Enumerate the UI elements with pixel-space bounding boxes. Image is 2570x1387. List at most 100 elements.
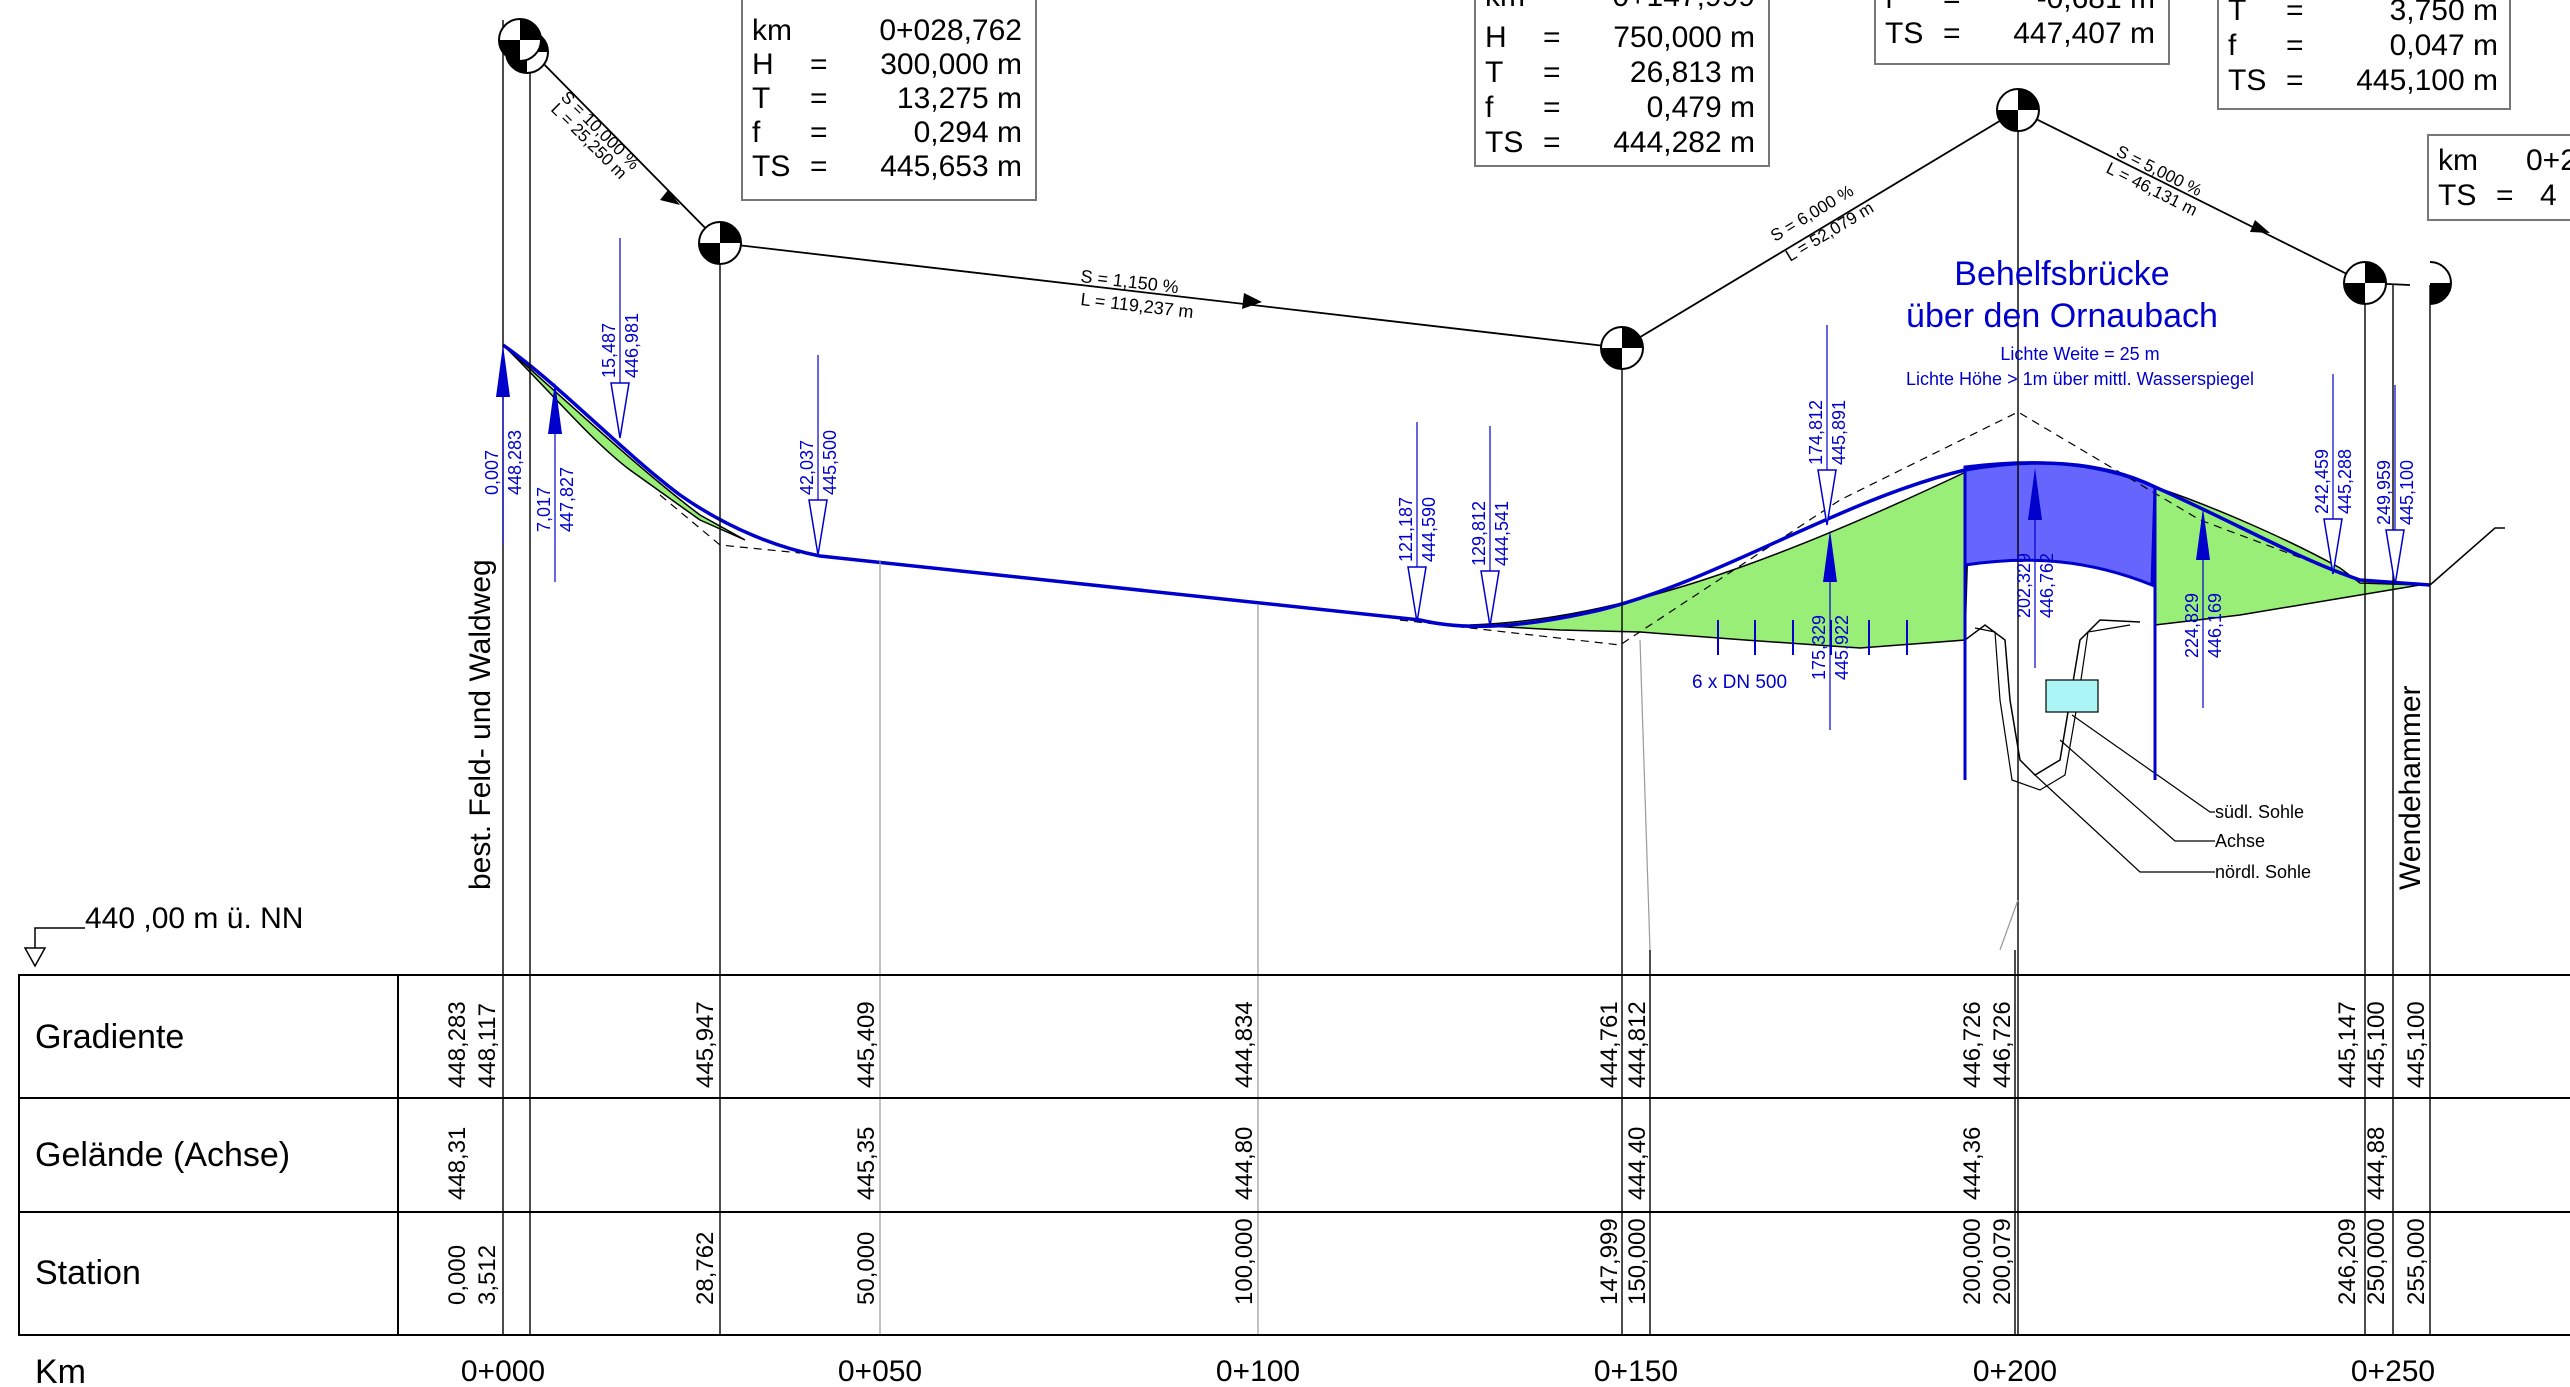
elevation-marker: 175,329 445,922 (1809, 530, 1852, 730)
elevation-marker: 249,959 445,100 (2374, 385, 2417, 586)
pipes-dn500 (1717, 620, 1908, 655)
bridge-detail-1: Lichte Weite = 25 m (2000, 344, 2159, 364)
pvi-marker (1600, 326, 1644, 370)
axis-tick-label: 0+200 (1973, 1355, 2057, 1387)
marker-station: 175,329 (1809, 615, 1829, 680)
svg-text:0,479 m: 0,479 m (1647, 91, 1755, 124)
curve-box-4: T = 3,750 m f = 0,047 m TS = 445,100 m (2217, 0, 2511, 110)
station-value: 200,079 (1989, 1218, 2016, 1305)
pipes-label: 6 x DN 500 (1692, 672, 1787, 693)
gelaende-value: 444,88 (2363, 1127, 2390, 1200)
marker-station: 15,487 (599, 323, 619, 378)
gradiente-value: 445,409 (853, 1001, 880, 1088)
gradiente-value: 444,834 (1231, 1001, 1258, 1088)
road-label-existing: best. Feld- und Waldweg (464, 559, 497, 890)
svg-text:=: = (1943, 0, 1961, 15)
embankment-fill-left (502, 344, 746, 541)
svg-text:km: km (752, 14, 792, 47)
elevation-marker: 15,487 446,981 (599, 238, 642, 439)
svg-text:0,294 m: 0,294 m (914, 116, 1022, 149)
marker-station: 224,829 (2182, 593, 2202, 658)
slope-arrows (660, 190, 2270, 309)
station-value: 255,000 (2403, 1218, 2430, 1305)
gradiente-value: 445,100 (2363, 1001, 2390, 1088)
gradiente-value: 448,117 (474, 1003, 501, 1088)
gelaende-value: 448,31 (444, 1127, 471, 1200)
svg-text:=: = (810, 116, 828, 149)
pvi-marker (1996, 88, 2040, 132)
bridge-title-2: über den Ornaubach (1906, 297, 2218, 335)
svg-text:f: f (1885, 0, 1894, 15)
band-gelaende-values: 448,31 445,35 444,80 444,40 444,36 444,88 (444, 1127, 2390, 1200)
svg-text:3,750 m: 3,750 m (2390, 0, 2498, 27)
road-label-turning: Wendehammer (2394, 685, 2427, 890)
elevation-marker: 242,459 445,288 (2312, 374, 2355, 575)
svg-text:H: H (752, 48, 774, 81)
row-label-gradiente: Gradiente (35, 1018, 184, 1056)
station-value: 100,000 (1231, 1218, 1258, 1305)
marker-station: 249,959 (2374, 460, 2394, 525)
band-station-values: 0,000 3,512 28,762 50,000 100,000 147,999 150,… (444, 1218, 2430, 1305)
gradiente-value: 444,812 (1624, 1001, 1651, 1088)
gradiente-value: 446,726 (1989, 1001, 2016, 1088)
station-value: 147,999 (1596, 1218, 1623, 1305)
marker-station: 129,812 (1469, 501, 1489, 566)
embankment-fill-middle (1469, 468, 1971, 649)
pvi-marker (2343, 261, 2387, 305)
embankment-fill-right (2154, 485, 2421, 626)
elevation-marker: 121,187 444,590 (1396, 422, 1439, 623)
row-label-gelaende: Gelände (Achse) (35, 1136, 290, 1174)
pvi-marker (698, 221, 742, 265)
elevation-marker: 0,007 448,283 (482, 345, 525, 545)
svg-text:f: f (752, 116, 761, 149)
gradiente-value: 448,283 (444, 1001, 471, 1088)
marker-elevation: 445,922 (1832, 615, 1852, 680)
marker-elevation: 445,891 (1829, 400, 1849, 465)
svg-text:TS: TS (752, 150, 790, 183)
pvi-marker-partial (2429, 261, 2452, 305)
gradiente-value: 445,947 (692, 1001, 719, 1088)
gradiente-value: 445,147 (2334, 1001, 2361, 1088)
svg-text:H: H (1485, 21, 1507, 54)
station-value: 250,000 (2363, 1218, 2390, 1305)
svg-text:T: T (1485, 56, 1503, 89)
svg-text:13,275 m: 13,275 m (897, 82, 1022, 115)
sohle-leader-lines (2034, 714, 2215, 873)
svg-text:TS: TS (1885, 17, 1923, 50)
bridge-detail-2: Lichte Höhe > 1m über mittl. Wasserspieg… (1906, 369, 2254, 389)
pvi-markers (498, 18, 2452, 370)
svg-text:=: = (1543, 126, 1561, 159)
marker-elevation: 448,283 (505, 430, 525, 495)
svg-text:0,047 m: 0,047 m (2390, 29, 2498, 62)
tangent-dashed-middle (1399, 411, 2361, 646)
station-kink-200 (1999, 899, 2019, 951)
marker-elevation: 445,100 (2397, 460, 2417, 525)
water-surface (2045, 679, 2099, 713)
sohle-label-south: südl. Sohle (2215, 802, 2304, 822)
svg-text:0+2: 0+2 (2526, 144, 2570, 177)
svg-text:=: = (810, 82, 828, 115)
svg-text:=: = (810, 48, 828, 81)
svg-text:=: = (1543, 21, 1561, 54)
sohle-label-north: nördl. Sohle (2215, 862, 2311, 882)
gradiente-value: 446,726 (1959, 1001, 1986, 1088)
marker-station: 0,007 (482, 450, 502, 495)
row-label-station: Station (35, 1254, 141, 1292)
svg-text:=: = (2286, 0, 2304, 27)
svg-text:447,407 m: 447,407 m (2013, 17, 2155, 50)
creek-channel-inner (1974, 624, 2131, 791)
elevation-marker: 7,017 447,827 (534, 382, 577, 582)
marker-elevation: 445,288 (2335, 449, 2355, 514)
svg-text:T: T (2228, 0, 2246, 27)
marker-elevation: 444,541 (1492, 501, 1512, 566)
axis-tick-label: 0+100 (1216, 1355, 1300, 1387)
axis-tick-label: 0+000 (461, 1355, 545, 1387)
bridge-title-1: Behelfsbrücke (1954, 255, 2169, 293)
station-value: 246,209 (2334, 1218, 2361, 1305)
axis-tick-label: 0+150 (1594, 1355, 1678, 1387)
tangent-dashed-left (659, 494, 801, 554)
axis-tick-label: 0+250 (2351, 1355, 2435, 1387)
marker-elevation: 444,590 (1419, 497, 1439, 562)
marker-station: 121,187 (1396, 497, 1416, 562)
